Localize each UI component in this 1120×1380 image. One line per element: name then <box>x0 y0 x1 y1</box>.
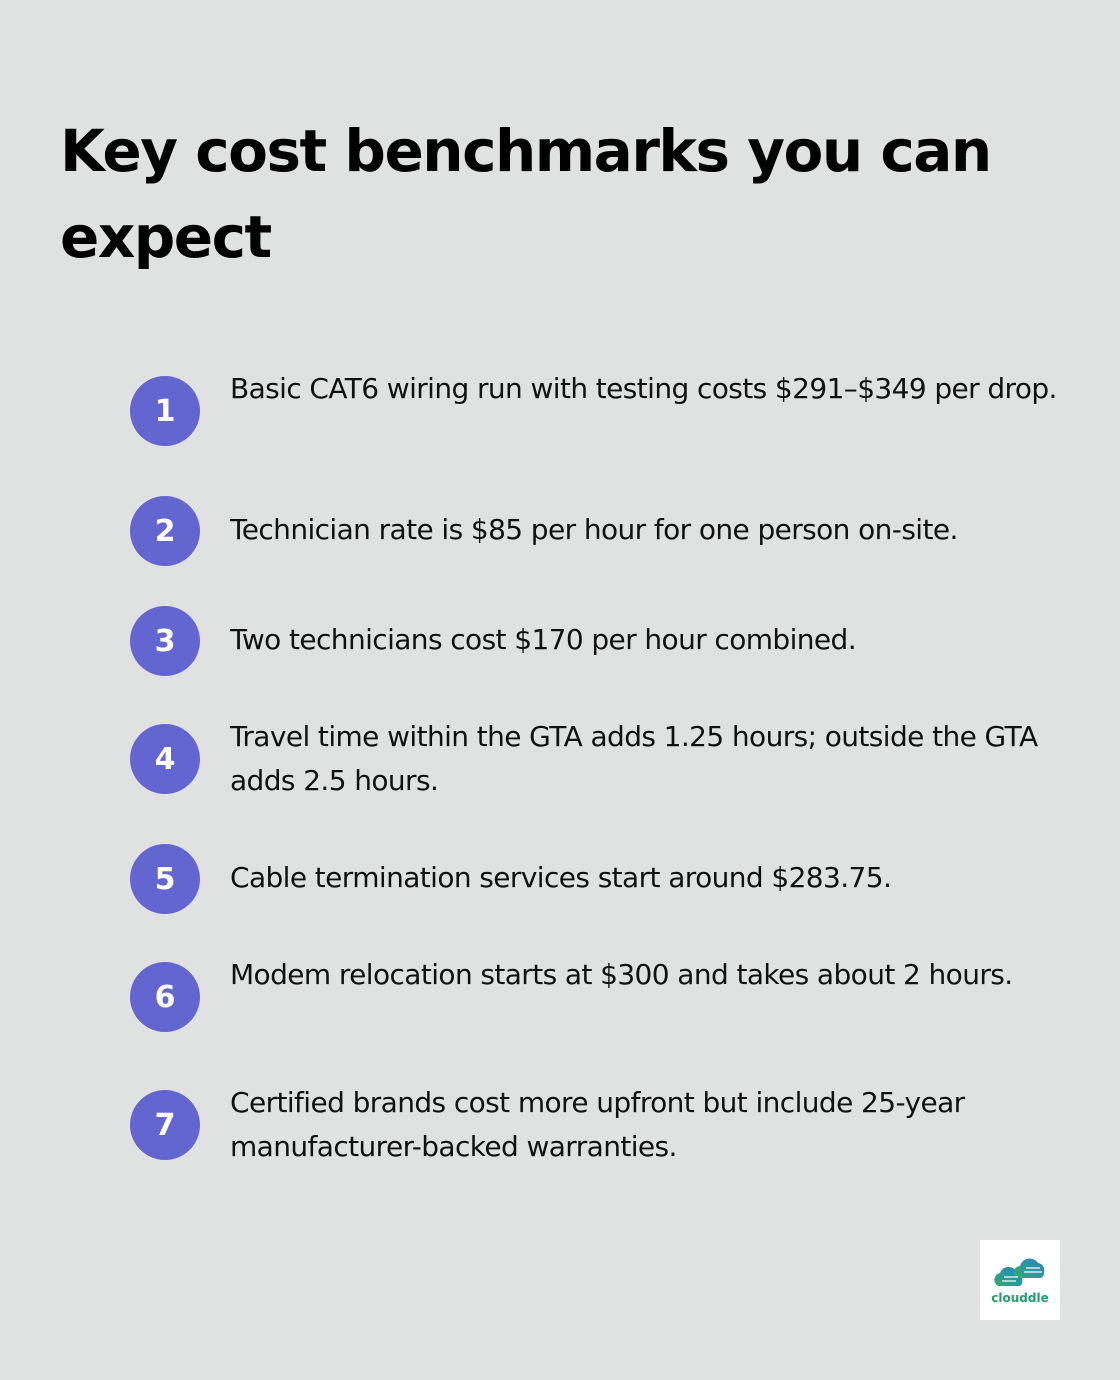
item-text: Certified brands cost more upfront but i… <box>230 1086 965 1163</box>
cloud-icon <box>994 1258 1045 1286</box>
number-badge: 4 <box>130 724 200 794</box>
number-badge: 1 <box>130 376 200 446</box>
number-badge: 2 <box>130 496 200 566</box>
clouddle-logo: clouddle <box>980 1240 1060 1320</box>
page-title: Key cost benchmarks you can expect <box>60 117 992 271</box>
number-badge: 5 <box>130 844 200 914</box>
item-text: Cable termination services start around … <box>230 861 892 894</box>
number-badge: 3 <box>130 606 200 676</box>
number-badge: 6 <box>130 962 200 1032</box>
item-text: Modem relocation starts at $300 and take… <box>230 958 1013 991</box>
item-text: Basic CAT6 wiring run with testing costs… <box>230 372 1057 405</box>
logo-text: clouddle <box>991 1290 1049 1305</box>
number-badge: 7 <box>130 1090 200 1160</box>
item-text: Travel time within the GTA adds 1.25 hou… <box>230 720 1038 797</box>
item-text: Technician rate is $85 per hour for one … <box>230 513 958 546</box>
item-text: Two technicians cost $170 per hour combi… <box>230 623 857 656</box>
